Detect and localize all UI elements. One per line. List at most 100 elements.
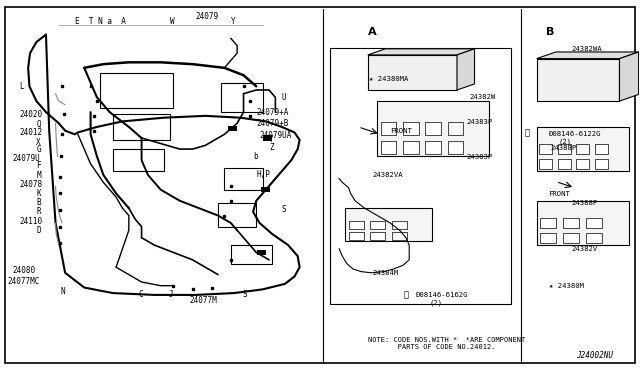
Bar — [540, 144, 552, 154]
Text: H,P: H,P — [256, 170, 270, 179]
Text: 24020: 24020 — [19, 109, 42, 119]
Text: 24383P: 24383P — [467, 119, 493, 125]
Text: 24079+B: 24079+B — [256, 119, 289, 128]
Bar — [563, 218, 579, 228]
Bar — [563, 232, 579, 243]
Bar — [346, 208, 431, 241]
Text: L: L — [19, 82, 24, 91]
Text: K: K — [36, 189, 41, 198]
Text: 24388P: 24388P — [550, 145, 577, 151]
Bar — [113, 114, 170, 140]
Bar — [370, 232, 385, 240]
Bar — [370, 221, 385, 229]
Bar — [537, 201, 629, 245]
Bar — [426, 141, 441, 154]
Text: FRONT: FRONT — [390, 128, 412, 134]
Bar — [368, 55, 457, 90]
Bar — [537, 59, 620, 101]
Text: 24079+A: 24079+A — [256, 108, 289, 117]
Bar — [447, 141, 463, 154]
Bar — [221, 83, 262, 112]
Text: 24382V: 24382V — [572, 246, 598, 252]
Text: (2): (2) — [559, 138, 572, 145]
Bar — [113, 149, 164, 171]
Text: ★ 24380MA: ★ 24380MA — [369, 76, 408, 82]
Text: 24382VA: 24382VA — [372, 172, 403, 178]
Bar — [540, 232, 556, 243]
Bar — [228, 126, 237, 131]
Text: 24078: 24078 — [19, 180, 42, 189]
Text: J24002NU: J24002NU — [576, 350, 613, 359]
Bar — [225, 167, 262, 190]
Bar — [330, 48, 511, 304]
Bar — [595, 144, 608, 154]
Bar — [218, 203, 256, 227]
Bar — [231, 245, 272, 263]
Text: 24079U: 24079U — [13, 154, 40, 163]
Bar — [403, 141, 419, 154]
Bar — [27, 18, 317, 311]
Text: 24384M: 24384M — [372, 270, 399, 276]
Polygon shape — [368, 49, 474, 55]
Text: X: X — [36, 138, 41, 147]
Bar — [586, 232, 602, 243]
Text: 24388P: 24388P — [572, 200, 598, 206]
Text: D: D — [36, 226, 41, 235]
Polygon shape — [620, 52, 639, 101]
Text: U: U — [282, 93, 286, 102]
Bar — [447, 122, 463, 135]
Bar — [263, 135, 272, 141]
Text: Ð08146-6122G: Ð08146-6122G — [549, 131, 602, 137]
Bar — [392, 232, 407, 240]
Bar — [540, 218, 556, 228]
Text: FRONT: FRONT — [548, 191, 570, 197]
Bar — [537, 127, 629, 171]
Text: ★ 24380M: ★ 24380M — [549, 283, 584, 289]
Text: 24382WA: 24382WA — [572, 46, 602, 52]
Text: C: C — [138, 291, 143, 299]
Text: 24077M: 24077M — [189, 296, 217, 305]
Bar — [577, 159, 589, 169]
Text: Q: Q — [36, 119, 41, 128]
Bar — [100, 73, 173, 109]
Bar — [381, 122, 396, 135]
Bar — [257, 250, 266, 255]
Text: 24077MC: 24077MC — [8, 278, 40, 286]
Text: Y: Y — [269, 135, 274, 144]
Bar — [577, 144, 589, 154]
Text: A: A — [368, 27, 376, 37]
Text: Ð08146-6162G: Ð08146-6162G — [415, 292, 468, 298]
Bar — [378, 101, 489, 157]
Text: 24383P: 24383P — [467, 154, 493, 160]
Text: 24080: 24080 — [13, 266, 36, 275]
Bar — [349, 232, 364, 240]
Bar — [403, 122, 419, 135]
Text: M: M — [36, 171, 41, 180]
Bar — [349, 221, 364, 229]
Text: Ⓑ: Ⓑ — [525, 128, 529, 137]
Bar — [586, 218, 602, 228]
Bar — [558, 144, 571, 154]
Text: W: W — [170, 17, 175, 26]
Text: B: B — [36, 198, 41, 207]
Bar — [558, 159, 571, 169]
Text: S: S — [243, 291, 247, 299]
Bar — [261, 187, 270, 192]
Text: R: R — [36, 207, 41, 217]
Text: Ⓑ: Ⓑ — [404, 291, 408, 299]
Bar — [426, 122, 441, 135]
Text: b: b — [253, 152, 258, 161]
Text: S: S — [282, 205, 286, 215]
Text: 24079: 24079 — [196, 12, 219, 22]
Text: F: F — [36, 161, 41, 170]
Text: N: N — [61, 287, 65, 296]
Text: E  T N a  A: E T N a A — [75, 17, 125, 26]
Text: 24382W: 24382W — [470, 94, 496, 100]
Text: (2): (2) — [429, 299, 443, 305]
Text: 24012: 24012 — [19, 128, 42, 137]
Text: Y: Y — [231, 17, 236, 26]
Text: Z: Z — [269, 144, 274, 153]
Text: G: G — [36, 145, 41, 154]
Bar — [540, 159, 552, 169]
Bar — [595, 159, 608, 169]
